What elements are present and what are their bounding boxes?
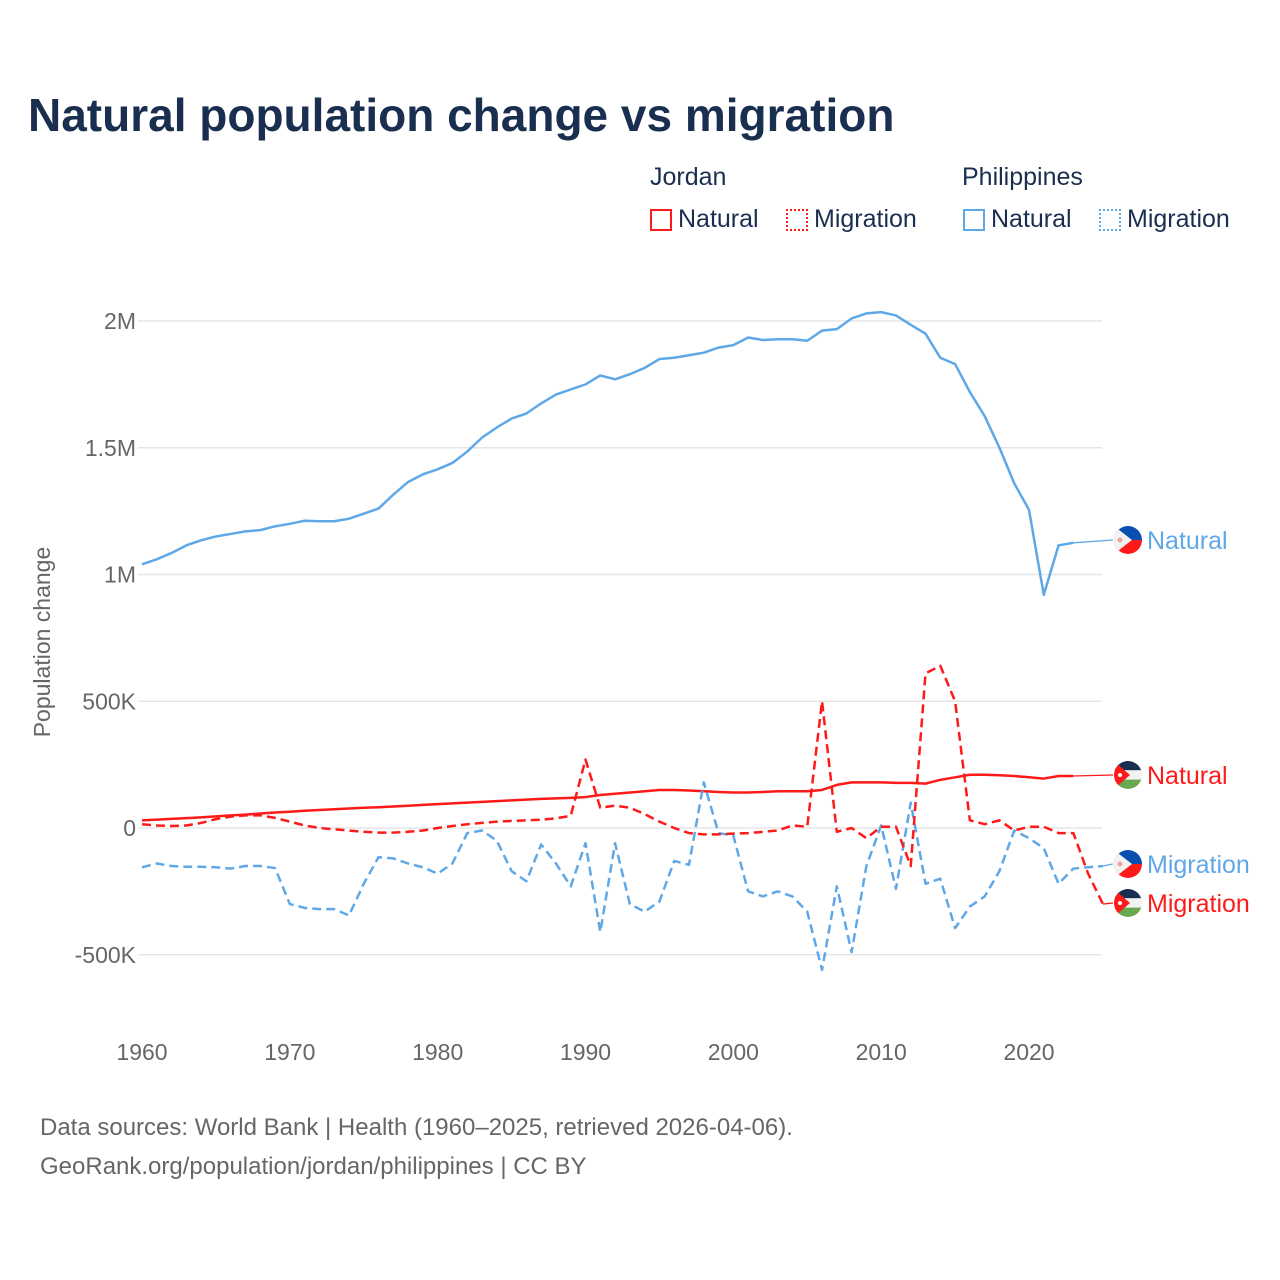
philippines-flag-icon: [1114, 526, 1142, 554]
label-connector: [1102, 863, 1114, 867]
end-label: Natural: [1147, 527, 1228, 555]
y-tick-label: 500K: [82, 688, 136, 714]
legend-jordan-migration[interactable]: Migration: [786, 205, 917, 234]
source-line-2[interactable]: GeoRank.org/population/jordan/philippine…: [40, 1153, 587, 1180]
legend-swatch-solid: [963, 208, 985, 231]
label-connector: [1073, 539, 1114, 544]
label-connector: [1102, 902, 1114, 905]
triangle: [1114, 526, 1132, 554]
series-line-jordan-migration: [141, 664, 1105, 905]
sun: [1117, 537, 1123, 543]
x-tick-label: 1970: [264, 1039, 315, 1065]
flag: [1114, 526, 1142, 554]
legend-group-philippines: Philippines: [962, 163, 1083, 191]
x-tick-label: 1960: [116, 1039, 167, 1065]
legend-jordan-natural[interactable]: Natural: [650, 205, 759, 234]
legend-philippines-migration[interactable]: Migration: [1099, 205, 1230, 234]
end-label: Natural: [1147, 762, 1228, 790]
legend-swatch-solid: [650, 208, 672, 231]
plot-area: -500K 0 500K 1M 1.5M 2M 1960 1970 1980 1990 2000 20…: [29, 308, 1250, 1065]
stripe: [1114, 907, 1142, 917]
y-axis-label: Population change: [29, 547, 55, 738]
series-line-jordan-natural: [141, 773, 1074, 822]
star: [1118, 773, 1122, 777]
x-tick-label: 1990: [560, 1039, 611, 1065]
legend-philippines-natural[interactable]: Natural: [963, 205, 1072, 234]
x-tick-label: 2020: [1003, 1039, 1054, 1065]
philippines-flag-icon: [1114, 850, 1142, 878]
jordan-flag-icon: [1114, 889, 1142, 917]
source-note: Data sources: World Bank | Health (1960–…: [40, 1108, 793, 1186]
x-tick-label: 1980: [412, 1039, 463, 1065]
flag: [1114, 761, 1142, 789]
label-connector: [1073, 774, 1114, 777]
legend-label: Natural: [991, 205, 1072, 233]
triangle: [1114, 850, 1132, 878]
star: [1118, 901, 1122, 905]
y-tick-label: -500K: [75, 942, 137, 968]
x-tick-label: 2000: [708, 1039, 759, 1065]
legend-group-jordan: Jordan: [650, 163, 727, 191]
legend-swatch-dotted: [1099, 208, 1121, 231]
chart-title: Natural population change vs migration: [28, 89, 895, 141]
end-label: Migration: [1147, 890, 1250, 918]
legend-label: Natural: [678, 205, 759, 233]
end-label: Migration: [1147, 851, 1250, 879]
series-line-philippines-migration: [141, 781, 1104, 972]
stripe: [1114, 889, 1142, 899]
source-line-1: Data sources: World Bank | Health (1960–…: [40, 1114, 793, 1141]
stripe: [1114, 761, 1142, 771]
y-tick-label: 2M: [104, 308, 136, 334]
x-tick-label: 2010: [856, 1039, 907, 1065]
flag: [1114, 850, 1142, 878]
legend-label: Migration: [1127, 205, 1230, 233]
stripe: [1114, 779, 1142, 789]
y-tick-label: 1.5M: [85, 435, 136, 461]
series-line-philippines-natural: [141, 310, 1074, 597]
jordan-flag-icon: [1114, 761, 1142, 789]
flag: [1114, 889, 1142, 917]
y-tick-label: 1M: [104, 562, 136, 588]
y-tick-label: 0: [123, 815, 136, 841]
legend-label: Migration: [814, 205, 917, 233]
legend-swatch-dotted: [786, 208, 808, 231]
sun: [1117, 861, 1123, 867]
